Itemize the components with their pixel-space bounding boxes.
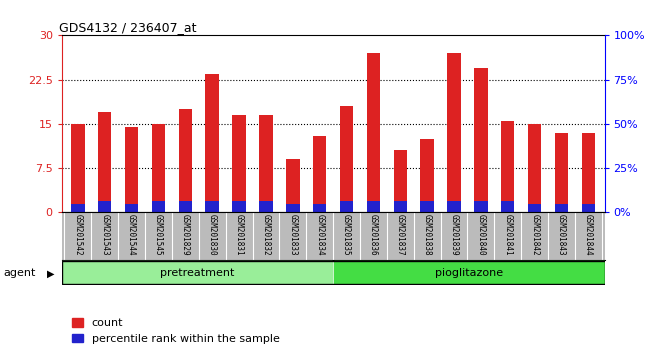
Bar	[151, 124, 165, 212]
Text: agent: agent	[3, 268, 36, 278]
Text: GSM201542: GSM201542	[73, 214, 83, 256]
Bar	[232, 201, 246, 212]
Bar	[582, 204, 595, 212]
Text: GSM201543: GSM201543	[100, 214, 109, 256]
Bar	[62, 261, 332, 285]
Text: GDS4132 / 236407_at: GDS4132 / 236407_at	[59, 21, 196, 34]
Bar	[447, 201, 461, 212]
Bar	[259, 201, 272, 212]
Bar	[394, 201, 407, 212]
Text: GSM201843: GSM201843	[557, 214, 566, 256]
Bar	[474, 68, 488, 212]
Bar	[528, 204, 541, 212]
Bar	[340, 106, 354, 212]
Text: GSM201837: GSM201837	[396, 214, 405, 256]
Text: GSM201842: GSM201842	[530, 214, 539, 256]
Text: GSM201829: GSM201829	[181, 214, 190, 256]
Text: GSM201544: GSM201544	[127, 214, 136, 256]
Bar	[179, 109, 192, 212]
Text: pioglitazone: pioglitazone	[435, 268, 503, 278]
Bar	[71, 204, 84, 212]
Bar	[125, 127, 138, 212]
Bar	[367, 201, 380, 212]
Bar	[501, 201, 515, 212]
Bar	[179, 201, 192, 212]
Text: GSM201840: GSM201840	[476, 214, 486, 256]
Text: GSM201844: GSM201844	[584, 214, 593, 256]
Text: GSM201832: GSM201832	[261, 214, 270, 256]
Text: GSM201839: GSM201839	[450, 214, 458, 256]
Bar	[98, 112, 111, 212]
Text: GSM201834: GSM201834	[315, 214, 324, 256]
Bar	[286, 159, 300, 212]
Text: ▶: ▶	[47, 268, 55, 278]
Text: GSM201835: GSM201835	[342, 214, 351, 256]
Bar	[555, 133, 568, 212]
Bar	[334, 261, 604, 285]
Bar	[474, 201, 488, 212]
Legend: count, percentile rank within the sample: count, percentile rank within the sample	[68, 314, 284, 348]
Bar	[98, 201, 111, 212]
Text: GSM201836: GSM201836	[369, 214, 378, 256]
Bar	[125, 204, 138, 212]
Text: GSM201545: GSM201545	[154, 214, 163, 256]
Bar	[555, 204, 568, 212]
Bar	[205, 74, 219, 212]
Bar	[205, 201, 219, 212]
Bar	[394, 150, 407, 212]
Bar	[232, 115, 246, 212]
Bar	[447, 53, 461, 212]
Bar	[421, 201, 434, 212]
Bar	[501, 121, 515, 212]
Bar	[151, 201, 165, 212]
Bar	[313, 136, 326, 212]
Text: GSM201830: GSM201830	[208, 214, 216, 256]
Bar	[71, 124, 84, 212]
Bar	[259, 115, 272, 212]
Text: GSM201841: GSM201841	[503, 214, 512, 256]
Bar	[367, 53, 380, 212]
Bar	[528, 124, 541, 212]
Text: GSM201838: GSM201838	[422, 214, 432, 256]
Text: GSM201831: GSM201831	[235, 214, 244, 256]
Bar	[340, 201, 354, 212]
Bar	[582, 133, 595, 212]
Bar	[286, 204, 300, 212]
Text: GSM201833: GSM201833	[289, 214, 297, 256]
Bar	[313, 204, 326, 212]
Text: pretreatment: pretreatment	[161, 268, 235, 278]
Bar	[421, 139, 434, 212]
